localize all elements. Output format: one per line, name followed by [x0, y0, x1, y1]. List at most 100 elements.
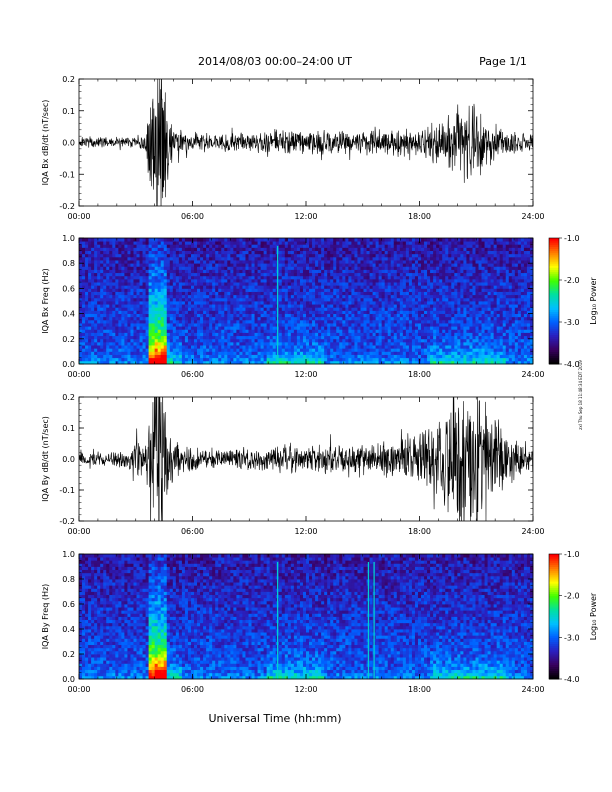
heatmap-cell	[236, 238, 240, 242]
heatmap-cell	[242, 304, 246, 308]
heatmap-cell	[439, 316, 443, 321]
heatmap-cell	[278, 335, 283, 340]
heatmap-cell	[200, 256, 204, 261]
heatmap-cell	[439, 247, 443, 251]
heatmap-cell	[151, 354, 156, 359]
heatmap-cell	[172, 348, 177, 352]
heatmap-cell	[127, 253, 131, 258]
heatmap-cell	[181, 291, 186, 296]
heatmap-cell	[79, 310, 83, 314]
heatmap-cell	[115, 323, 119, 327]
heatmap-cell	[260, 263, 265, 267]
heatmap-cell	[299, 329, 304, 333]
heatmap-cell	[378, 260, 383, 264]
heatmap-cell	[100, 247, 104, 251]
heatmap-cell	[118, 335, 122, 340]
heatmap-cell	[178, 238, 183, 242]
heatmap-cell	[248, 357, 252, 362]
heatmap-cell	[100, 288, 104, 292]
heatmap-cell	[200, 285, 204, 289]
heatmap-cell	[224, 310, 228, 314]
heatmap-cell	[333, 335, 337, 340]
heatmap-cell	[242, 266, 246, 270]
heatmap-cell	[121, 238, 125, 242]
heatmap-cell	[315, 238, 319, 242]
heatmap-cell	[436, 253, 440, 258]
heatmap-cell	[257, 348, 261, 352]
heatmap-cell	[336, 323, 340, 327]
heatmap-cell	[187, 282, 192, 286]
heatmap-cell	[230, 326, 234, 330]
y-tick-label: -0.1	[59, 170, 75, 179]
heatmap-cell	[203, 288, 207, 292]
heatmap-cell	[360, 326, 364, 330]
heatmap-cell	[330, 335, 334, 340]
heatmap-cell	[151, 244, 156, 248]
heatmap-cell	[242, 253, 246, 258]
heatmap-cell	[321, 260, 325, 264]
heatmap-cell	[439, 260, 443, 264]
heatmap-cell	[309, 294, 313, 299]
heatmap-cell	[312, 316, 316, 321]
heatmap-cell	[375, 260, 380, 264]
heatmap-cell	[309, 323, 313, 327]
heatmap-cell	[375, 307, 380, 311]
heatmap-cell	[357, 304, 361, 308]
heatmap-cell	[178, 275, 183, 280]
heatmap-cell	[133, 341, 137, 346]
heatmap-cell	[163, 269, 168, 274]
heatmap-cell	[200, 301, 204, 305]
heatmap-cell	[112, 297, 116, 302]
heatmap-cell	[121, 269, 125, 274]
heatmap-cell	[212, 323, 216, 327]
heatmap-cell	[94, 297, 98, 302]
heatmap-cell	[348, 304, 352, 308]
heatmap-cell	[302, 288, 307, 292]
heatmap-cell	[181, 288, 186, 292]
heatmap-cell	[272, 310, 277, 314]
heatmap-cell	[133, 357, 137, 362]
heatmap-cell	[260, 253, 265, 258]
heatmap-cell	[363, 335, 367, 340]
heatmap-cell	[181, 313, 186, 318]
heatmap-cell	[124, 272, 128, 277]
heatmap-cell	[327, 301, 331, 305]
heatmap-cell	[375, 253, 380, 258]
heatmap-cell	[260, 316, 265, 321]
heatmap-cell	[327, 269, 331, 274]
heatmap-cell	[91, 282, 95, 286]
heatmap-cell	[103, 253, 107, 258]
heatmap-cell	[393, 285, 398, 289]
heatmap-cell	[142, 354, 146, 359]
heatmap-cell	[309, 335, 313, 340]
heatmap-cell	[184, 253, 189, 258]
heatmap-cell	[299, 319, 304, 324]
heatmap-cell	[97, 256, 101, 261]
heatmap-cell	[384, 307, 389, 311]
heatmap-cell	[194, 244, 198, 248]
heatmap-cell	[100, 323, 104, 327]
heatmap-cell	[369, 288, 373, 292]
heatmap-cell	[287, 319, 292, 324]
heatmap-cell	[79, 338, 83, 343]
heatmap-cell	[130, 360, 134, 365]
heatmap-cell	[436, 247, 440, 251]
heatmap-cell	[378, 278, 383, 283]
heatmap-cell	[133, 316, 137, 321]
heatmap-cell	[339, 310, 343, 314]
heatmap-cell	[251, 250, 255, 255]
heatmap-cell	[390, 266, 395, 270]
heatmap-cell	[306, 250, 310, 255]
heatmap-cell	[430, 313, 434, 318]
heatmap-cell	[327, 282, 331, 286]
x-tick-label: 18:00	[408, 212, 431, 221]
heatmap-cell	[91, 278, 95, 283]
heatmap-cell	[293, 297, 298, 302]
heatmap-cell	[166, 357, 171, 362]
heatmap-cell	[405, 301, 410, 305]
heatmap-cell	[284, 294, 289, 299]
heatmap-cell	[366, 263, 370, 267]
heatmap-cell	[248, 307, 252, 311]
heatmap-cell	[269, 360, 274, 365]
heatmap-cell	[148, 351, 153, 355]
